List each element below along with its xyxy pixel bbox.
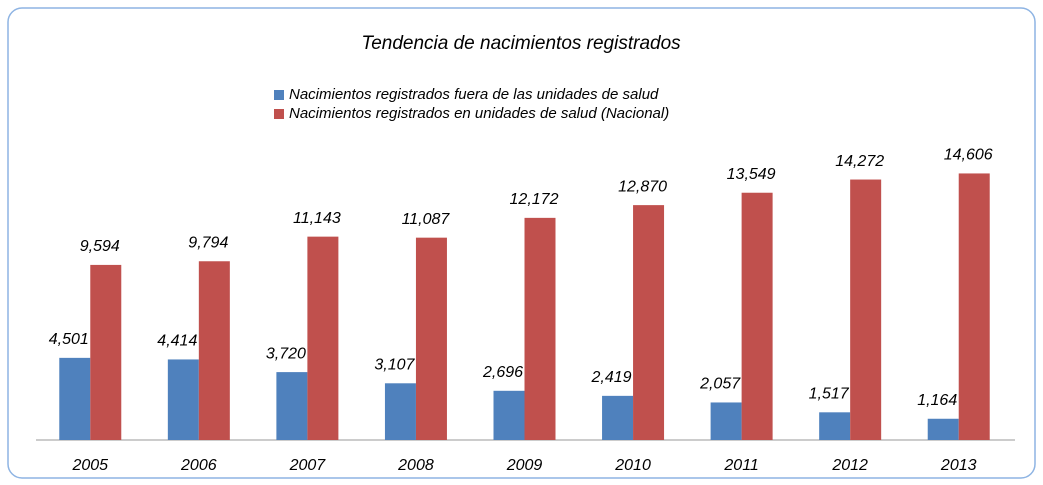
legend-swatch [274, 90, 284, 100]
x-tick-label: 2013 [940, 457, 977, 474]
legend-label: Nacimientos registrados en unidades de s… [289, 105, 669, 122]
bar [524, 217, 556, 440]
data-label: 2,696 [482, 364, 523, 381]
data-label: 11,143 [293, 210, 341, 227]
legend-label: Nacimientos registrados fuera de las uni… [289, 86, 659, 103]
data-label: 14,272 [835, 153, 884, 170]
data-label: 9,794 [188, 234, 228, 251]
bar [384, 383, 416, 440]
data-label: 4,501 [49, 331, 89, 348]
bar [850, 179, 882, 440]
bar [167, 359, 199, 440]
x-tick-label: 2011 [723, 457, 758, 474]
bar [415, 237, 447, 440]
bar [90, 264, 122, 440]
x-tick-label: 2012 [831, 457, 868, 474]
bar [819, 412, 851, 440]
data-label: 2,057 [699, 376, 741, 393]
bar [741, 192, 773, 440]
bar [633, 205, 665, 440]
x-tick-label: 2007 [289, 457, 327, 474]
data-label: 11,087 [402, 211, 451, 228]
bar [307, 236, 339, 440]
data-label: 12,870 [618, 178, 667, 195]
x-tick-label: 2005 [71, 457, 108, 474]
x-tick-label: 2009 [506, 457, 543, 474]
bar [276, 372, 308, 440]
data-label: 1,517 [809, 386, 850, 403]
legend-swatch [274, 109, 284, 119]
bar [602, 395, 634, 440]
chart-frame [7, 7, 1036, 479]
bar [958, 173, 990, 441]
data-label: 13,549 [727, 166, 776, 183]
bar [198, 261, 230, 440]
x-tick-label: 2008 [397, 457, 434, 474]
data-label: 1,164 [917, 392, 957, 409]
data-label: 4,414 [157, 333, 197, 350]
bar [927, 418, 959, 440]
bar [493, 390, 525, 440]
x-tick-label: 2010 [614, 457, 651, 474]
data-label: 3,107 [374, 357, 415, 374]
data-label: 2,419 [591, 369, 632, 386]
data-label: 9,594 [80, 238, 120, 255]
bar [59, 357, 91, 440]
data-label: 14,606 [944, 147, 993, 164]
x-tick-label: 2006 [180, 457, 217, 474]
data-label: 12,172 [510, 191, 559, 208]
bar [710, 402, 742, 440]
data-label: 3,720 [266, 345, 306, 362]
chart-title: Tendencia de nacimientos registrados [361, 33, 681, 54]
